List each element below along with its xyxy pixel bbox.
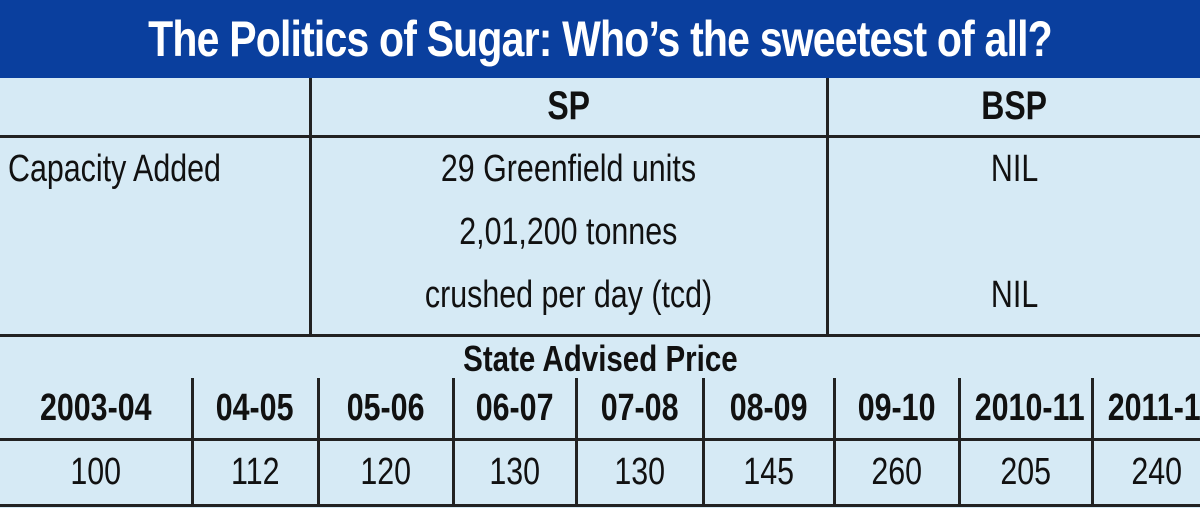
- sp-header: SP: [547, 84, 590, 128]
- value-cell: 260: [834, 439, 961, 507]
- year-cell: 09-10: [834, 378, 961, 441]
- year-cell: 07-08: [576, 378, 705, 441]
- sp-line-2: 2,01,200 tonnes: [459, 211, 678, 253]
- value-cell: 240: [1092, 439, 1200, 507]
- value-cell: 205: [959, 439, 1094, 507]
- value-cell: 130: [453, 439, 578, 507]
- comparison-header-sp: SP: [310, 78, 829, 138]
- bsp-line-1: NIL: [990, 148, 1038, 190]
- year-cell: 04-05: [192, 378, 320, 441]
- sap-table: 2003-04 04-05 05-06 06-07 07-08 08-09 09…: [0, 378, 1200, 507]
- year-cell: 05-06: [318, 378, 455, 441]
- capacity-label-cell: Capacity Added: [0, 136, 312, 334]
- sap-value-row: 100 112 120 130 130 145 260 205 240: [0, 439, 1200, 507]
- bsp-capacity-cell: NIL NIL: [827, 137, 1200, 335]
- value-cell: 130: [576, 439, 705, 507]
- capacity-row: Capacity Added 29 Greenfield units 2,01,…: [0, 136, 1200, 335]
- sap-year-row: 2003-04 04-05 05-06 06-07 07-08 08-09 09…: [0, 378, 1200, 441]
- comparison-table: SP BSP Capacity Added 29 Greenfield unit…: [0, 78, 1200, 334]
- comparison-header-row: SP BSP: [0, 78, 1200, 138]
- sp-capacity-cell: 29 Greenfield units 2,01,200 tonnes crus…: [310, 136, 829, 334]
- year-cell: 2003-04: [0, 378, 194, 441]
- year-cell: 06-07: [453, 378, 578, 441]
- bsp-line-3: NIL: [990, 274, 1038, 316]
- year-cell: 2011-12: [1092, 378, 1200, 441]
- capacity-label: Capacity Added: [8, 148, 221, 190]
- value-cell: 120: [318, 439, 455, 507]
- page-title: The Politics of Sugar: Who’s the sweetes…: [148, 11, 1053, 67]
- sap-title: State Advised Price: [0, 334, 1200, 379]
- year-cell: 08-09: [703, 378, 836, 441]
- value-cell: 145: [703, 439, 836, 507]
- sp-line-1: 29 Greenfield units: [440, 148, 697, 190]
- comparison-header-blank: [0, 78, 312, 138]
- value-cell: 112: [192, 439, 320, 507]
- sp-line-3: crushed per day (tcd): [424, 274, 713, 316]
- year-cell: 2010-11: [959, 378, 1094, 441]
- value-cell: 100: [0, 439, 194, 507]
- bsp-header: BSP: [981, 84, 1048, 128]
- comparison-header-bsp: BSP: [827, 78, 1200, 138]
- title-bar: The Politics of Sugar: Who’s the sweetes…: [0, 0, 1200, 78]
